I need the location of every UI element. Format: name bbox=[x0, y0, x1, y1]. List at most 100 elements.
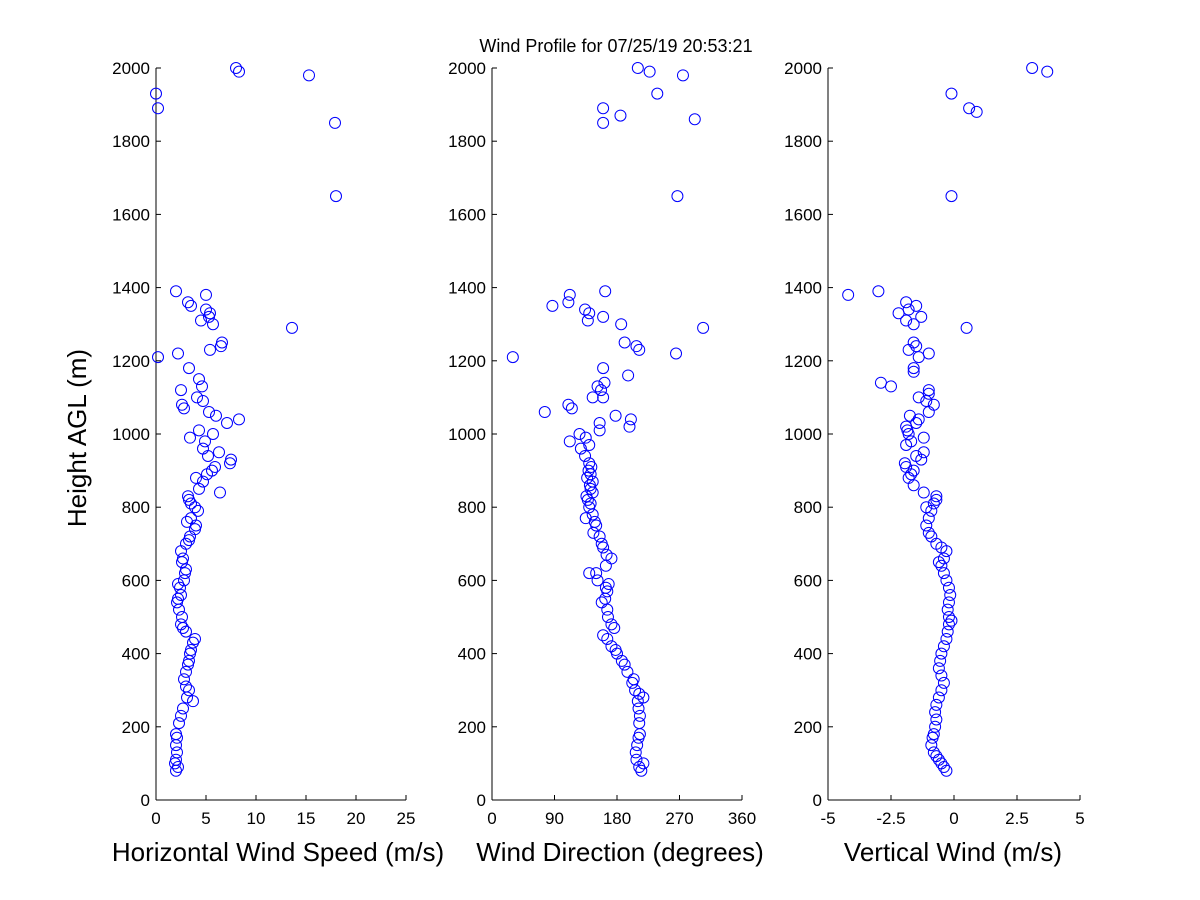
x-tick-label: -5 bbox=[820, 809, 835, 828]
data-point bbox=[937, 567, 950, 580]
data-point bbox=[1041, 65, 1054, 78]
data-point bbox=[697, 321, 710, 334]
data-point bbox=[580, 490, 593, 503]
x-tick-label: 90 bbox=[545, 809, 564, 828]
data-point bbox=[180, 563, 192, 576]
data-point bbox=[927, 497, 940, 510]
data-point bbox=[330, 190, 342, 203]
data-point bbox=[922, 526, 935, 539]
data-point bbox=[562, 296, 575, 309]
x-tick-label: 5 bbox=[201, 809, 210, 828]
data-point bbox=[643, 65, 656, 78]
data-point bbox=[608, 621, 621, 634]
x-tick-label: 180 bbox=[603, 809, 631, 828]
y-tick-label: 1200 bbox=[112, 352, 150, 371]
data-point bbox=[579, 512, 592, 525]
data-point bbox=[900, 420, 913, 433]
y-tick-label: 600 bbox=[794, 571, 822, 590]
x-tick-label: 15 bbox=[297, 809, 316, 828]
data-point bbox=[597, 629, 610, 642]
data-point bbox=[601, 611, 614, 623]
data-point bbox=[609, 409, 622, 422]
data-point bbox=[177, 702, 189, 715]
data-point bbox=[907, 479, 920, 492]
data-point bbox=[601, 632, 614, 645]
data-point bbox=[600, 548, 613, 561]
data-point bbox=[637, 691, 650, 704]
data-point bbox=[941, 625, 954, 638]
y-axis-label: Height AGL (m) bbox=[62, 349, 92, 527]
data-point bbox=[303, 69, 315, 82]
y-tick-label: 1000 bbox=[112, 425, 150, 444]
x-tick-label: 20 bbox=[347, 809, 366, 828]
y-tick-label: 200 bbox=[458, 718, 486, 737]
data-point bbox=[563, 435, 576, 448]
data-point bbox=[200, 303, 212, 316]
data-point bbox=[187, 695, 199, 708]
x-tick-label: 0 bbox=[949, 809, 958, 828]
data-point bbox=[597, 116, 610, 129]
y-tick-label: 400 bbox=[794, 645, 822, 664]
data-point bbox=[185, 643, 197, 656]
data-point bbox=[910, 449, 923, 462]
data-point bbox=[925, 739, 938, 752]
data-point bbox=[910, 417, 923, 430]
data-point bbox=[676, 69, 689, 82]
x-tick-label: 0 bbox=[487, 809, 496, 828]
data-point bbox=[171, 731, 183, 744]
data-point bbox=[633, 717, 646, 730]
data-point bbox=[942, 611, 955, 623]
data-point bbox=[935, 647, 948, 660]
data-point bbox=[930, 490, 943, 503]
data-point bbox=[917, 446, 930, 459]
data-point bbox=[935, 757, 948, 770]
data-point bbox=[932, 691, 945, 704]
data-point bbox=[590, 567, 603, 580]
data-point bbox=[630, 753, 643, 766]
data-point bbox=[173, 603, 185, 616]
data-point bbox=[942, 581, 955, 594]
y-tick-label: 1200 bbox=[448, 352, 486, 371]
wind-direction-panel: 0 200 400 600 800 1000 1200 1400 1600 1800 2000 0 90… bbox=[448, 59, 764, 867]
data-point bbox=[929, 706, 942, 719]
data-point bbox=[203, 406, 215, 419]
data-point bbox=[618, 336, 631, 349]
x-tick-label: -2.5 bbox=[876, 809, 905, 828]
data-point bbox=[892, 307, 905, 320]
x-axis-label: Vertical Wind (m/s) bbox=[844, 837, 1062, 867]
data-point bbox=[960, 321, 973, 334]
data-point bbox=[189, 632, 201, 645]
data-point bbox=[225, 453, 237, 466]
data-point bbox=[190, 471, 202, 484]
data-point bbox=[637, 757, 650, 770]
data-point bbox=[233, 65, 245, 78]
data-point bbox=[922, 384, 935, 397]
data-point bbox=[202, 449, 214, 462]
data-point bbox=[922, 512, 935, 525]
data-point bbox=[631, 62, 644, 74]
x-tick-label: 10 bbox=[247, 809, 266, 828]
data-point bbox=[920, 395, 933, 408]
data-point bbox=[902, 471, 915, 484]
data-point bbox=[230, 62, 242, 74]
data-point bbox=[586, 508, 599, 521]
y-tick-label: 1000 bbox=[448, 425, 486, 444]
data-point bbox=[286, 321, 298, 334]
x-axis-label: Wind Direction (degrees) bbox=[476, 837, 764, 867]
data-point bbox=[175, 384, 187, 397]
data-point bbox=[917, 486, 930, 499]
data-point bbox=[598, 376, 611, 389]
data-point bbox=[920, 501, 933, 514]
data-point bbox=[907, 362, 920, 375]
y-tick-label: 1200 bbox=[784, 352, 822, 371]
data-point bbox=[595, 537, 608, 550]
data-point bbox=[181, 691, 193, 704]
data-point bbox=[905, 468, 918, 481]
data-point bbox=[927, 728, 940, 741]
y-tick-label: 2000 bbox=[112, 59, 150, 78]
data-point bbox=[221, 417, 233, 430]
data-point bbox=[935, 684, 948, 697]
data-point bbox=[605, 618, 618, 631]
y-tick-label: 2000 bbox=[784, 59, 822, 78]
data-point bbox=[181, 515, 193, 528]
